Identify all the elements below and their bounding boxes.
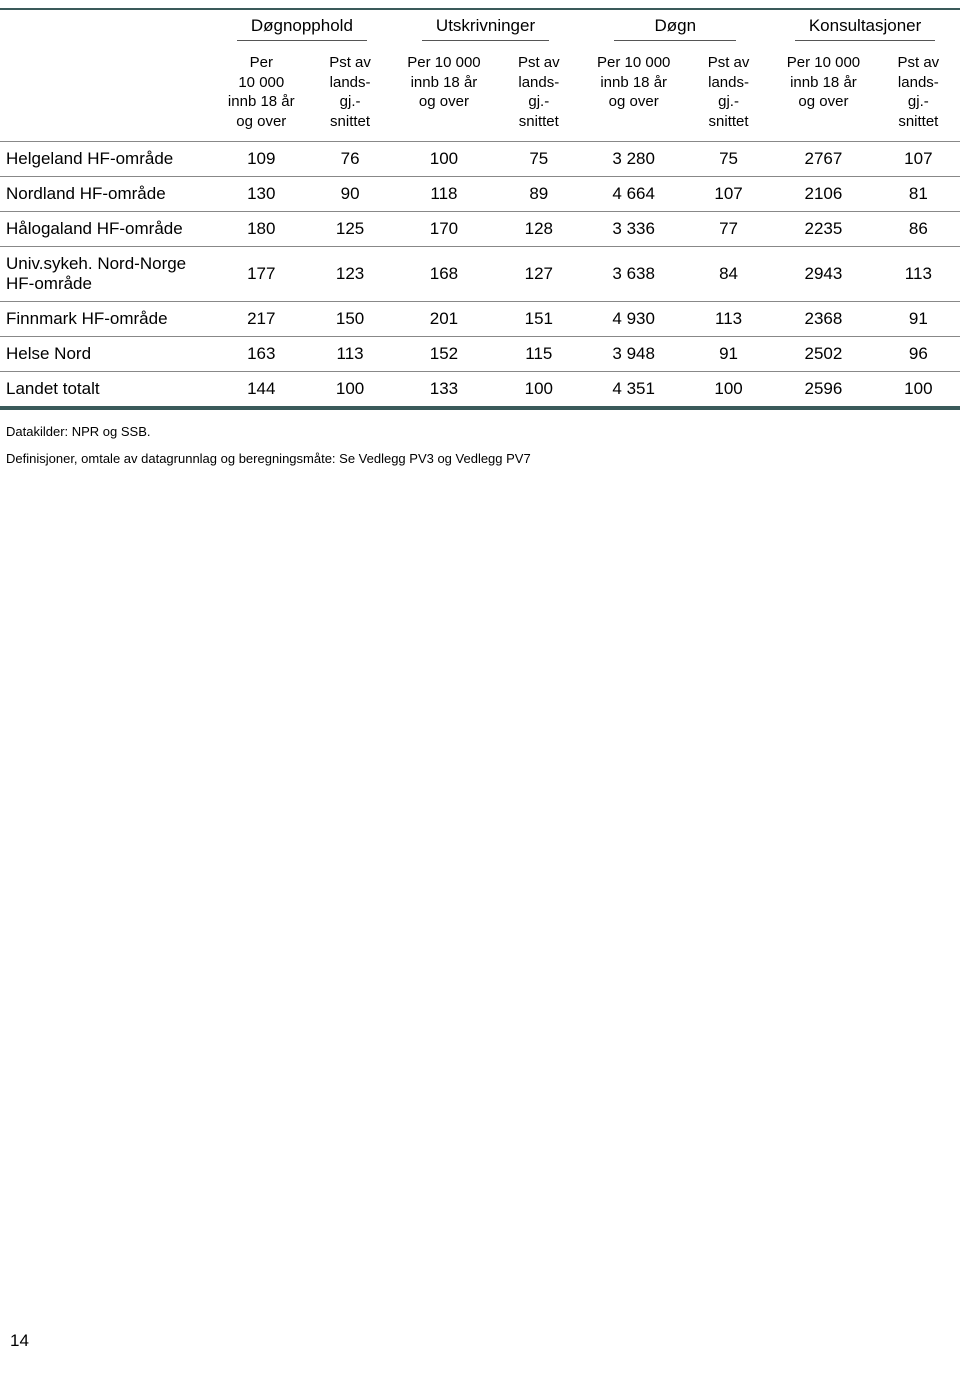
footnotes: Datakilder: NPR og SSB. Definisjoner, om… <box>0 410 960 470</box>
table-row: Nordland HF-område13090118894 6641072106… <box>0 177 960 212</box>
cell: 170 <box>391 212 498 247</box>
cell: 107 <box>687 177 770 212</box>
cell: 84 <box>687 247 770 302</box>
row-label: Finnmark HF-område <box>0 302 213 337</box>
cell: 90 <box>309 177 390 212</box>
group-header-konsultasjoner: Konsultasjoner <box>795 16 935 41</box>
cell: 2502 <box>770 337 877 372</box>
cell: 91 <box>877 302 960 337</box>
cell: 130 <box>213 177 309 212</box>
subheader-g: Per 10 000 innb 18 år og over <box>770 47 877 142</box>
cell: 115 <box>497 337 580 372</box>
cell: 150 <box>309 302 390 337</box>
row-label: Hålogaland HF-område <box>0 212 213 247</box>
cell: 113 <box>687 302 770 337</box>
cell: 113 <box>309 337 390 372</box>
group-header-row: Døgnopphold Utskrivninger Døgn Konsultas… <box>0 10 960 47</box>
cell: 96 <box>877 337 960 372</box>
cell: 76 <box>309 142 390 177</box>
row-label: Landet totalt <box>0 372 213 408</box>
cell: 77 <box>687 212 770 247</box>
cell: 133 <box>391 372 498 408</box>
cell: 2106 <box>770 177 877 212</box>
cell: 152 <box>391 337 498 372</box>
table-row: Univ.sykeh. Nord-Norge HF-område17712316… <box>0 247 960 302</box>
cell: 4 930 <box>580 302 687 337</box>
group-header-dognopphold: Døgnopphold <box>237 16 367 41</box>
footnote-definisjoner: Definisjoner, omtale av datagrunnlag og … <box>6 449 960 470</box>
cell: 113 <box>877 247 960 302</box>
cell: 118 <box>391 177 498 212</box>
cell: 144 <box>213 372 309 408</box>
cell: 100 <box>309 372 390 408</box>
cell: 177 <box>213 247 309 302</box>
cell: 2368 <box>770 302 877 337</box>
cell: 3 336 <box>580 212 687 247</box>
table-row: Finnmark HF-område2171502011514 93011323… <box>0 302 960 337</box>
cell: 4 351 <box>580 372 687 408</box>
cell: 4 664 <box>580 177 687 212</box>
cell: 3 280 <box>580 142 687 177</box>
table-row: Helgeland HF-område10976100753 280752767… <box>0 142 960 177</box>
cell: 107 <box>877 142 960 177</box>
page-number: 14 <box>10 1331 29 1351</box>
cell: 2943 <box>770 247 877 302</box>
cell: 201 <box>391 302 498 337</box>
cell: 217 <box>213 302 309 337</box>
cell: 2235 <box>770 212 877 247</box>
row-label: Nordland HF-område <box>0 177 213 212</box>
table-row: Helse Nord1631131521153 94891250296 <box>0 337 960 372</box>
subheader-b: Pst av lands- gj.- snittet <box>309 47 390 142</box>
subheader-h: Pst av lands- gj.- snittet <box>877 47 960 142</box>
cell: 75 <box>497 142 580 177</box>
cell: 168 <box>391 247 498 302</box>
cell: 3 638 <box>580 247 687 302</box>
footnote-datakilder: Datakilder: NPR og SSB. <box>6 422 960 443</box>
cell: 75 <box>687 142 770 177</box>
subheader-f: Pst av lands- gj.- snittet <box>687 47 770 142</box>
subheader-a: Per 10 000 innb 18 år og over <box>213 47 309 142</box>
cell: 2767 <box>770 142 877 177</box>
subheader-c: Per 10 000 innb 18 år og over <box>391 47 498 142</box>
sub-header-row: Per 10 000 innb 18 år og over Pst av lan… <box>0 47 960 142</box>
cell: 86 <box>877 212 960 247</box>
cell: 89 <box>497 177 580 212</box>
row-label: Univ.sykeh. Nord-Norge HF-område <box>0 247 213 302</box>
cell: 100 <box>877 372 960 408</box>
cell: 100 <box>687 372 770 408</box>
data-table: Døgnopphold Utskrivninger Døgn Konsultas… <box>0 8 960 410</box>
subheader-d: Pst av lands- gj.- snittet <box>497 47 580 142</box>
cell: 163 <box>213 337 309 372</box>
row-label: Helgeland HF-område <box>0 142 213 177</box>
row-label: Helse Nord <box>0 337 213 372</box>
cell: 2596 <box>770 372 877 408</box>
cell: 123 <box>309 247 390 302</box>
cell: 91 <box>687 337 770 372</box>
cell: 127 <box>497 247 580 302</box>
cell: 100 <box>391 142 498 177</box>
table-row: Landet totalt1441001331004 3511002596100 <box>0 372 960 408</box>
subheader-e: Per 10 000 innb 18 år og over <box>580 47 687 142</box>
cell: 81 <box>877 177 960 212</box>
cell: 109 <box>213 142 309 177</box>
group-header-dogn: Døgn <box>614 16 736 41</box>
cell: 125 <box>309 212 390 247</box>
table-row: Hålogaland HF-område1801251701283 336772… <box>0 212 960 247</box>
cell: 151 <box>497 302 580 337</box>
cell: 128 <box>497 212 580 247</box>
cell: 3 948 <box>580 337 687 372</box>
cell: 180 <box>213 212 309 247</box>
cell: 100 <box>497 372 580 408</box>
group-header-utskrivninger: Utskrivninger <box>422 16 549 41</box>
